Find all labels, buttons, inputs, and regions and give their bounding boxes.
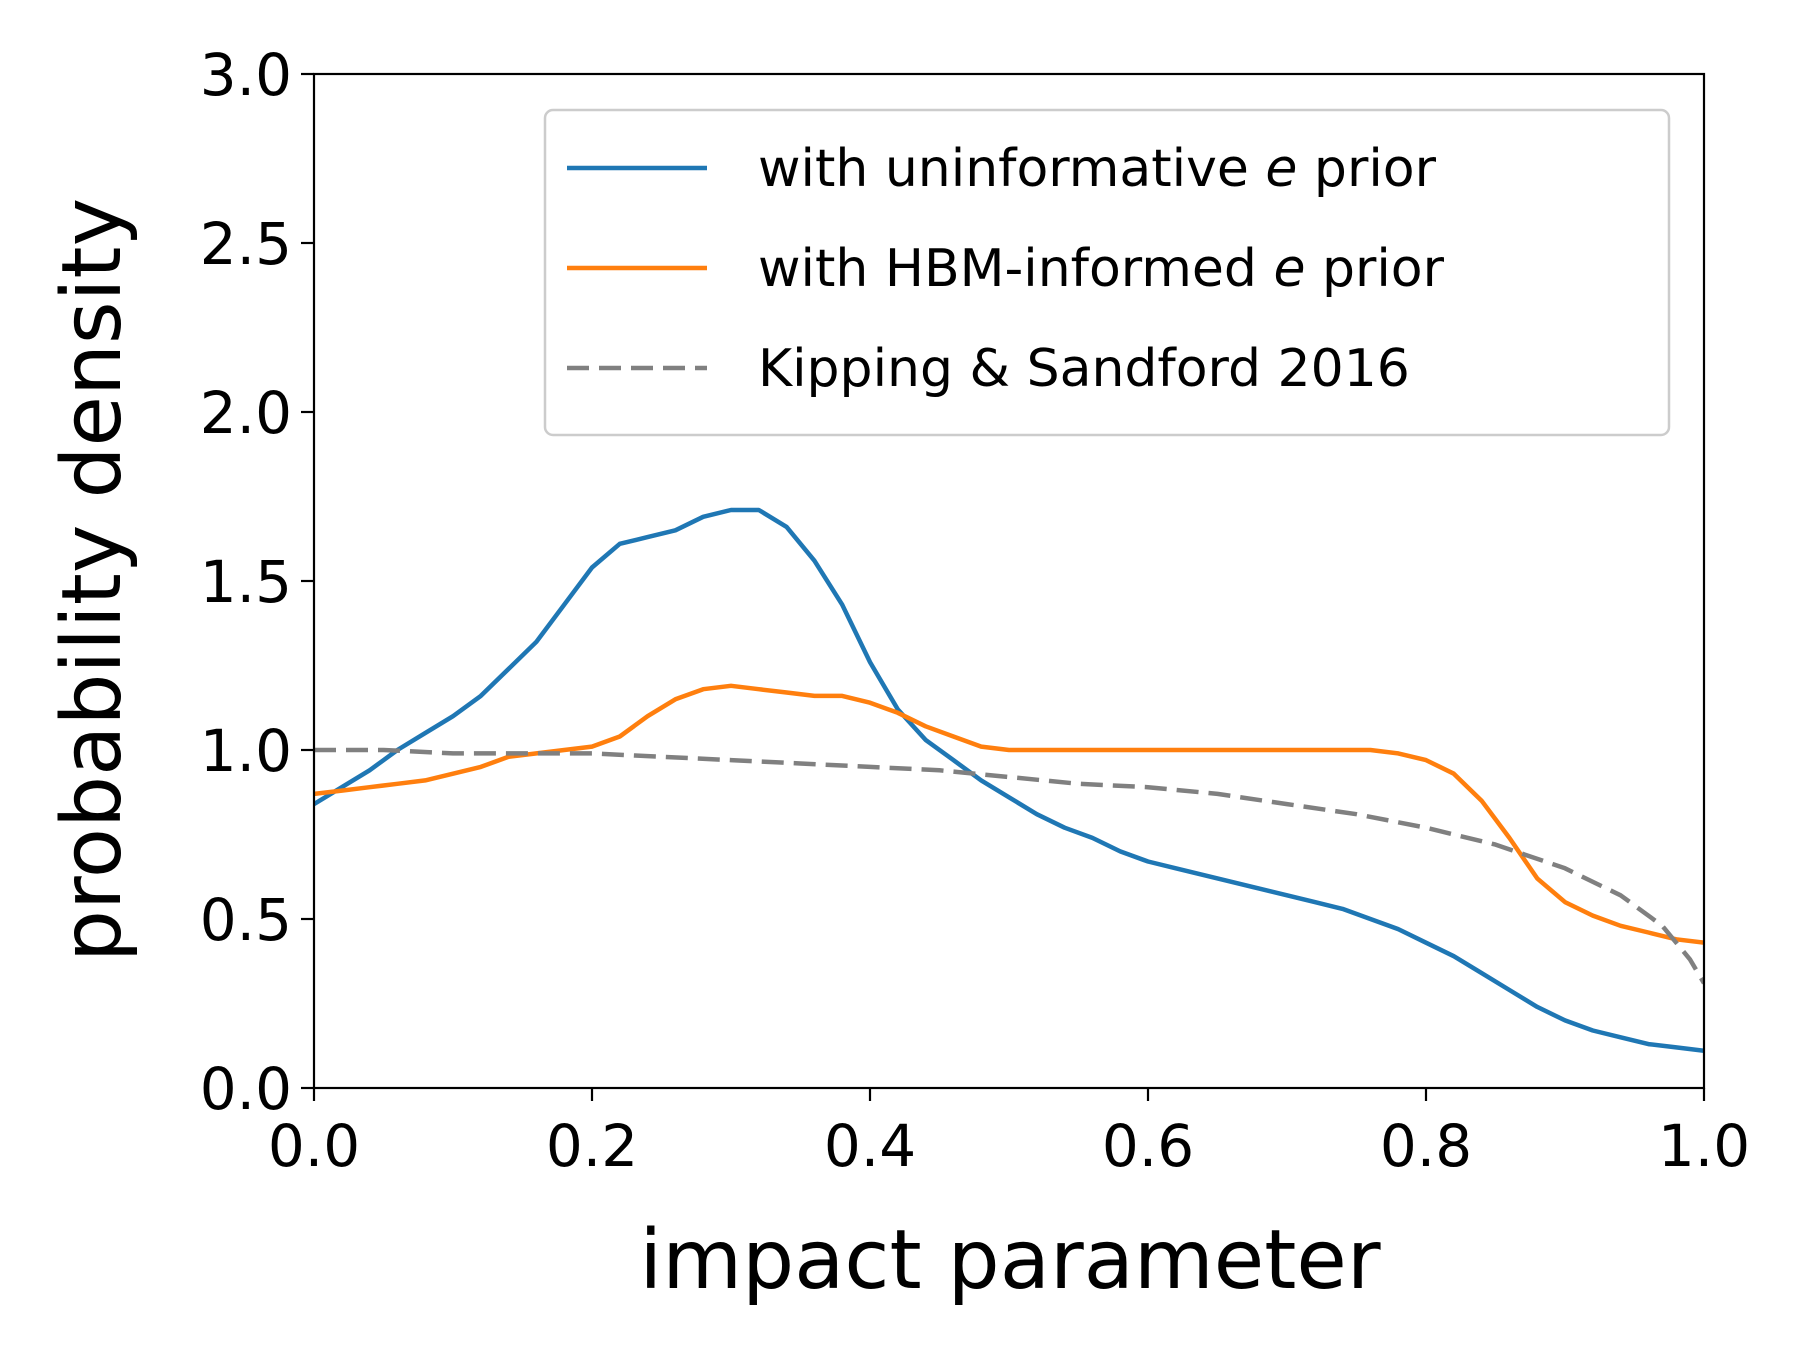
series-line-2	[314, 683, 1704, 945]
series-line-3	[314, 747, 1704, 985]
series-line-1	[314, 507, 1704, 1054]
x-tick-label: 0.2	[546, 1112, 638, 1180]
y-tick-label: 3.0	[200, 41, 292, 109]
legend-label-1: with uninformative e prior	[758, 139, 1437, 199]
y-tick-label: 2.0	[200, 379, 292, 447]
x-axis-label: impact parameter	[639, 1213, 1380, 1308]
y-axis-label: probability density	[45, 198, 140, 962]
x-tick-label: 0.6	[1102, 1112, 1194, 1180]
x-tick-label: 0.4	[824, 1112, 916, 1180]
y-tick-label: 1.0	[200, 717, 292, 785]
legend-label-3: Kipping & Sandford 2016	[758, 339, 1410, 399]
y-tick-label: 0.5	[200, 886, 292, 954]
y-tick-label: 0.0	[200, 1055, 292, 1123]
x-tick-label: 0.8	[1380, 1112, 1472, 1180]
x-axis-ticks: 0.0 0.2 0.4 0.6 0.8 1.0	[268, 1088, 1750, 1180]
y-axis-ticks: 0.0 0.5 1.0 1.5 2.0 2.5 3.0	[200, 41, 314, 1123]
legend-box	[543, 108, 1671, 437]
x-tick-label: 0.0	[268, 1112, 360, 1180]
x-tick-label: 1.0	[1658, 1112, 1750, 1180]
y-tick-label: 2.5	[200, 210, 292, 278]
legend: with uninformative e prior with HBM-infor…	[543, 108, 1671, 437]
y-tick-label: 1.5	[200, 548, 292, 616]
legend-label-2: with HBM-informed e prior	[758, 239, 1445, 299]
